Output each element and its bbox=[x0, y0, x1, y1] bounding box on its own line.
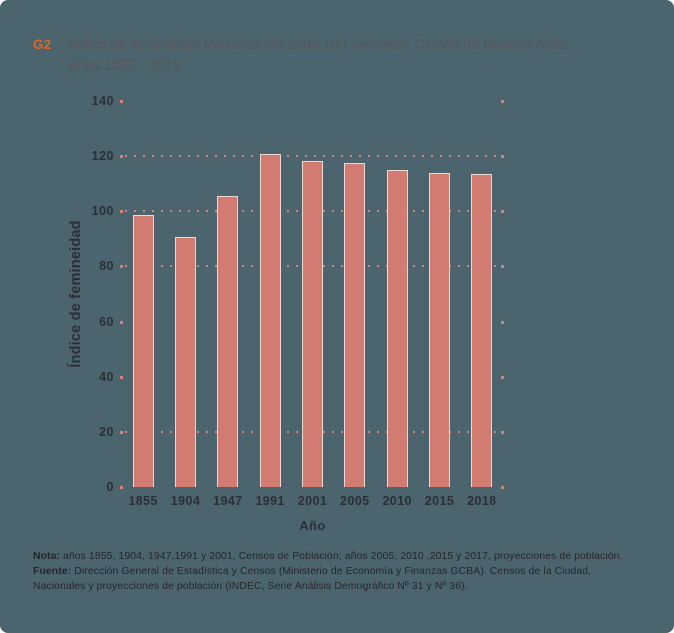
footnote-fuente-line: Fuente: Dirección General de Estadística… bbox=[33, 564, 665, 579]
y-tick-end-dot-80 bbox=[501, 265, 504, 269]
y-tick-mark-60 bbox=[120, 320, 123, 324]
y-tick-label-100: 100 bbox=[91, 204, 114, 219]
y-tick-label-120: 120 bbox=[91, 149, 114, 164]
bar-2015 bbox=[429, 172, 450, 487]
x-tick-label-1947: 1947 bbox=[213, 494, 243, 508]
plot-area: 140 120 100 80 60 40 20 0 1855 1904 1947 1991 2001 20… bbox=[92, 94, 504, 508]
y-tick-mark-0 bbox=[120, 486, 123, 489]
footnote-fuente-text: Dirección General de Estadística y Censo… bbox=[71, 566, 592, 577]
bar-1904 bbox=[175, 236, 196, 487]
y-tick-mark-120 bbox=[120, 155, 123, 159]
y-axis-title: Índice de femineidad bbox=[68, 220, 84, 368]
footnote-nota-label: Nota: bbox=[33, 551, 61, 562]
x-tick-label-2015: 2015 bbox=[424, 494, 455, 508]
y-tick-end-dot-20 bbox=[501, 430, 504, 434]
bar-1991 bbox=[259, 153, 281, 487]
x-tick-label-1991: 1991 bbox=[255, 494, 285, 508]
footnote: Nota: años 1855, 1904, 1947,1991 y 2001,… bbox=[33, 549, 665, 594]
y-tick-mark-40 bbox=[120, 375, 123, 379]
y-tick-end-dot-120 bbox=[501, 155, 504, 159]
y-tick-end-dot-0 bbox=[501, 486, 504, 489]
bar-2018 bbox=[471, 174, 493, 487]
figure-code: G2 bbox=[33, 37, 52, 52]
y-tick-mark-140 bbox=[120, 100, 123, 103]
y-tick-label-20: 20 bbox=[99, 424, 114, 439]
x-axis-title: Año bbox=[299, 518, 326, 533]
footnote-fuente-label: Fuente: bbox=[33, 566, 72, 577]
x-tick-label-2001: 2001 bbox=[297, 494, 328, 508]
y-tick-mark-20 bbox=[120, 430, 123, 434]
chart-title-line-1: Índice de femineidad (mujeres por cada 1… bbox=[68, 37, 572, 53]
y-tick-label-40: 40 bbox=[99, 369, 114, 384]
bar-1855 bbox=[132, 215, 154, 487]
y-tick-end-dot-140 bbox=[501, 100, 504, 103]
y-tick-label-140: 140 bbox=[91, 94, 114, 108]
footnote-nota-line: Nota: años 1855, 1904, 1947,1991 y 2001,… bbox=[33, 549, 665, 564]
y-tick-label-60: 60 bbox=[99, 314, 114, 329]
footnote-nota-text: años 1855, 1904, 1947,1991 y 2001, Censo… bbox=[60, 551, 623, 562]
y-tick-label-80: 80 bbox=[99, 259, 114, 274]
bar-2001 bbox=[302, 160, 323, 487]
y-tick-mark-80 bbox=[120, 265, 123, 269]
y-tick-mark-100 bbox=[120, 210, 123, 214]
y-tick-end-dot-60 bbox=[501, 320, 504, 324]
x-tick-label-2005: 2005 bbox=[340, 494, 370, 508]
y-tick-end-dot-100 bbox=[501, 210, 504, 214]
chart-title-line-2: Años 1855 - 2018 bbox=[68, 58, 181, 74]
gridline-120 bbox=[125, 155, 503, 158]
y-tick-label-0: 0 bbox=[106, 480, 114, 494]
chart-title: Índice de femineidad (mujeres por cada 1… bbox=[68, 35, 572, 77]
bar-2005 bbox=[344, 163, 366, 487]
bar-2010 bbox=[386, 170, 408, 487]
x-tick-label-1855: 1855 bbox=[128, 494, 158, 508]
x-tick-label-1904: 1904 bbox=[170, 494, 201, 508]
footnote-line-3: Nacionales y proyecciones de población (… bbox=[33, 581, 468, 592]
bar-1947 bbox=[217, 196, 239, 487]
x-tick-label-2018: 2018 bbox=[467, 494, 497, 508]
y-tick-end-dot-40 bbox=[501, 375, 504, 379]
x-tick-label-2010: 2010 bbox=[382, 494, 412, 508]
